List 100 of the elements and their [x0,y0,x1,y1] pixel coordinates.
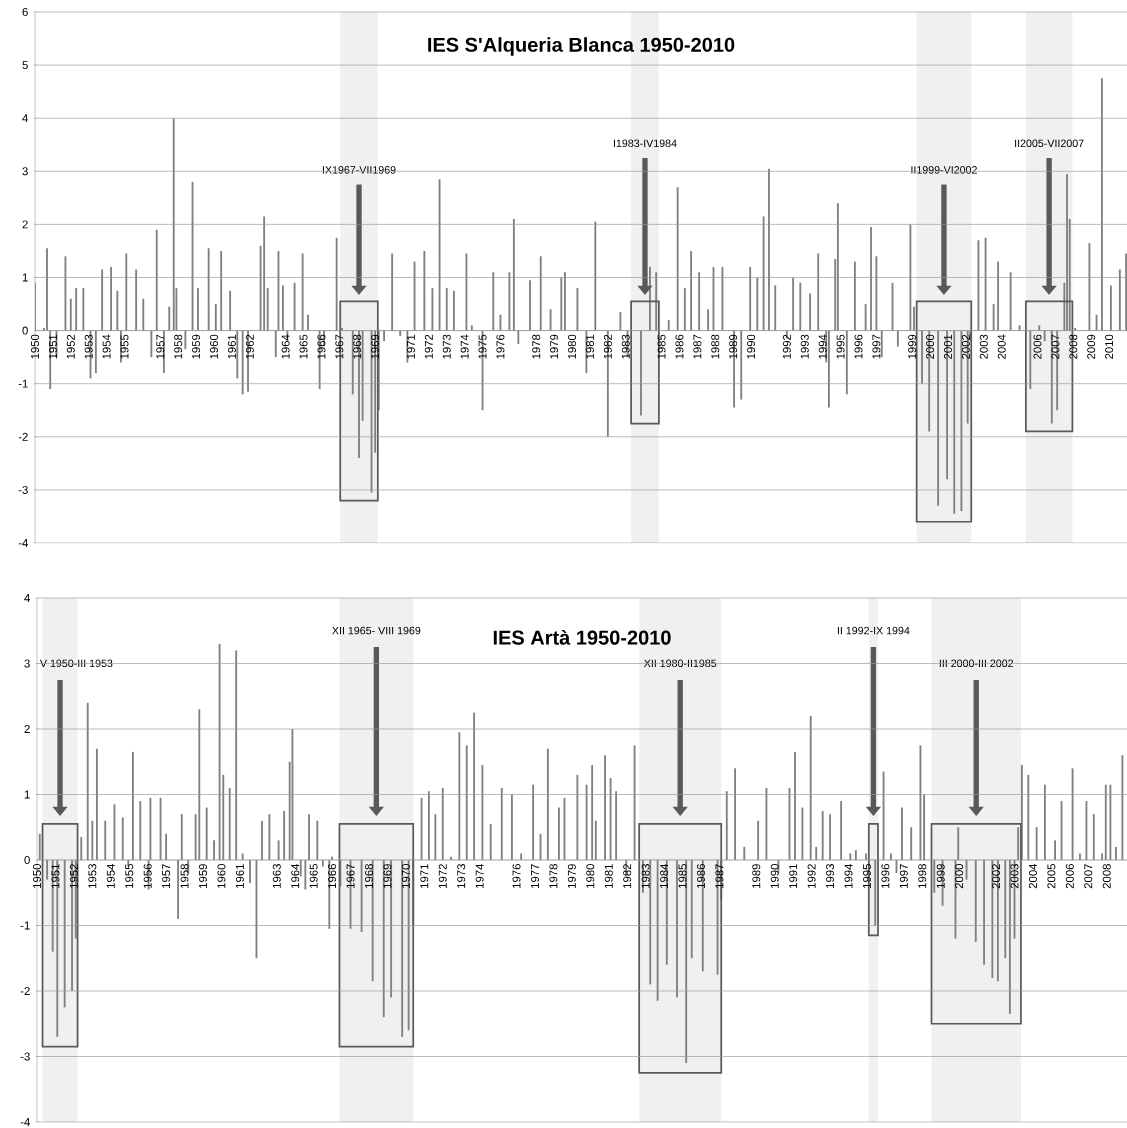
x-tick-label: 2002 [992,864,1001,889]
x-tick-label: 1968 [353,334,362,359]
band-label: V 1950-III 1953 [39,659,113,668]
x-tick-label: 1956 [143,864,152,888]
x-tick-label: 1977 [530,864,539,888]
x-tick-label: 1969 [383,864,392,888]
x-tick-label: 1972 [438,864,447,888]
x-tick-label: 1978 [532,334,541,359]
x-tick-label: 1966 [317,334,326,359]
x-tick-label: 1966 [328,864,337,888]
x-tick-label: 1990 [747,334,756,359]
x-tick-label: 1973 [457,864,466,888]
x-tick-label: 2009 [1087,334,1096,359]
band-label: IX1967-VII1969 [322,166,396,174]
y-tick-label: -3 [18,485,28,494]
x-tick-label: 1975 [478,334,487,359]
x-tick-label: 1979 [550,334,559,359]
x-tick-label: 1981 [585,334,594,359]
x-tick-label: 1961 [227,334,236,359]
x-tick-label: 1961 [235,864,244,888]
x-tick-label: 1994 [844,863,853,888]
x-tick-label: 1998 [918,864,927,888]
x-tick-label: 2007 [1051,334,1060,359]
x-tick-label: 2006 [1065,864,1074,889]
y-tick-label: 4 [24,594,30,602]
x-tick-label: 2008 [1102,864,1111,889]
x-tick-label: 2000 [955,864,964,889]
x-tick-label: 1985 [657,334,666,359]
x-tick-label: 1994 [818,334,827,359]
y-tick-label: -4 [20,1118,30,1126]
x-tick-label: 1951 [51,864,60,888]
x-tick-label: 1958 [174,334,183,359]
band-label: III 2000-III 2002 [939,659,1014,668]
x-tick-label: 1953 [84,334,93,359]
band-label: XII 1980-II1985 [643,659,717,668]
x-tick-label: 1952 [69,864,78,888]
x-tick-label: 1999 [936,864,945,888]
x-tick-label: 1985 [678,864,687,888]
x-tick-label: 1967 [346,864,355,888]
x-tick-label: 1965 [309,864,318,888]
x-tick-label: 1955 [120,334,129,359]
x-tick-label: 1957 [156,334,165,359]
x-tick-label: 1991 [789,864,798,888]
x-tick-label: 1952 [66,334,75,359]
x-tick-label: 1971 [406,334,415,359]
x-tick-label: 2006 [1033,334,1042,359]
x-tick-label: 2005 [1047,864,1056,889]
x-tick-label: 1993 [800,334,809,359]
x-tick-label: 1995 [836,334,845,359]
x-tick-label: 1964 [291,863,300,888]
x-tick-label: 1971 [420,864,429,888]
x-tick-label: 1986 [675,334,684,359]
text: IES Artà 1950-2010 [493,629,671,645]
x-tick-label: 2004 [1028,863,1037,889]
x-tick-label: 1950 [31,334,40,359]
x-tick-label: 1967 [335,334,344,359]
x-tick-label: 1982 [623,864,632,888]
x-tick-label: 1989 [729,334,738,359]
x-tick-label: 2004 [997,334,1006,359]
x-tick-label: 1974 [475,863,484,888]
x-tick-label: 1976 [512,864,521,888]
x-tick-label: 2001 [943,334,952,359]
x-tick-label: 1955 [125,864,134,888]
y-tick-label: 3 [22,167,28,176]
y-tick-label: 1 [22,273,28,282]
x-tick-label: 1957 [162,864,171,888]
y-tick-label: -2 [18,432,28,441]
x-tick-label: 2002 [961,334,970,359]
y-tick-label: 6 [22,7,28,16]
x-tick-label: 1983 [621,334,630,359]
x-tick-label: 1958 [180,864,189,888]
x-tick-label: 2007 [1084,864,1093,889]
y-tick-label: 3 [24,659,30,668]
x-tick-label: 1959 [198,864,207,888]
x-tick-label: 1984 [660,863,669,888]
y-tick-label: 2 [24,725,30,733]
x-tick-label: 1954 [102,334,111,359]
x-tick-label: 1960 [210,334,219,359]
y-tick-label: 1 [24,790,30,799]
y-tick-label: 5 [22,61,28,70]
band-label: II2005-VII2007 [1015,139,1084,148]
x-tick-label: 1992 [782,334,791,359]
x-tick-label: 1999 [908,334,917,359]
band-label: II 1992-IX 1994 [837,626,910,635]
x-tick-label: 1987 [693,334,702,359]
x-tick-label: 1987 [715,864,724,888]
y-tick-label: -1 [18,379,28,388]
x-tick-label: 1973 [442,334,451,359]
y-tick-label: -1 [20,921,30,930]
x-tick-label: 1992 [807,864,816,888]
x-tick-label: 2010 [1105,334,1114,359]
x-tick-label: 1996 [854,334,863,359]
y-tick-label: 2 [22,220,28,229]
x-tick-label: 2003 [1010,864,1019,889]
x-tick-label: 1995 [862,864,871,888]
x-tick-label: 1993 [826,864,835,888]
x-tick-label: 2003 [979,334,988,359]
x-tick-label: 1974 [460,334,469,359]
x-tick-label: 1959 [192,334,201,359]
x-tick-label: 1954 [106,863,115,888]
